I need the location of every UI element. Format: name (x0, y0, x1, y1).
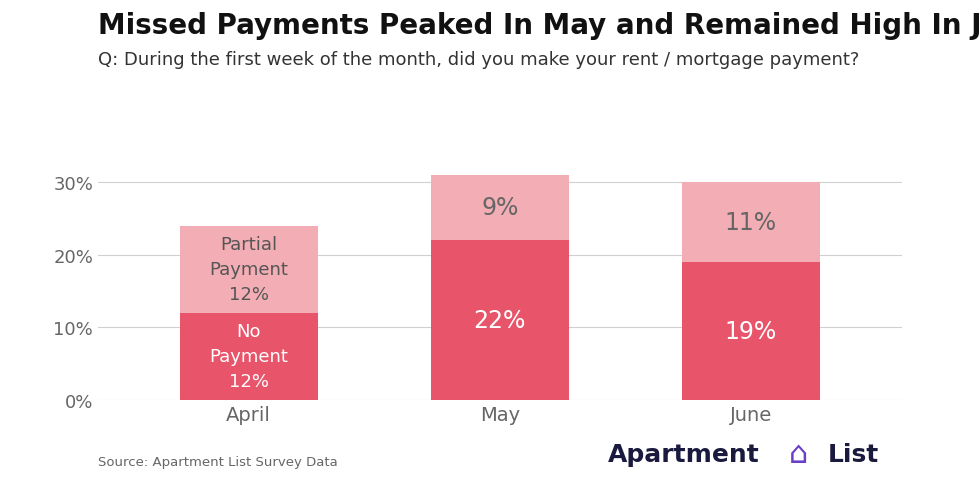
Text: List: List (828, 442, 879, 466)
Text: 9%: 9% (481, 196, 518, 220)
Text: Missed Payments Peaked In May and Remained High In June: Missed Payments Peaked In May and Remain… (98, 12, 980, 40)
Bar (179, 226, 318, 313)
Bar (682, 183, 820, 263)
Text: 22%: 22% (473, 308, 526, 332)
Text: Partial
Payment
12%: Partial Payment 12% (210, 236, 288, 304)
Text: Apartment: Apartment (608, 442, 760, 466)
Bar (179, 313, 318, 400)
Bar (431, 241, 568, 400)
Text: Q: During the first week of the month, did you make your rent / mortgage payment: Q: During the first week of the month, d… (98, 51, 859, 69)
Text: ⌂: ⌂ (789, 439, 808, 468)
Text: Source: Apartment List Survey Data: Source: Apartment List Survey Data (98, 455, 338, 468)
Text: 19%: 19% (725, 319, 777, 343)
Text: 11%: 11% (725, 210, 777, 235)
Bar (682, 263, 820, 400)
Text: No
Payment
12%: No Payment 12% (210, 323, 288, 390)
Bar (431, 175, 568, 241)
